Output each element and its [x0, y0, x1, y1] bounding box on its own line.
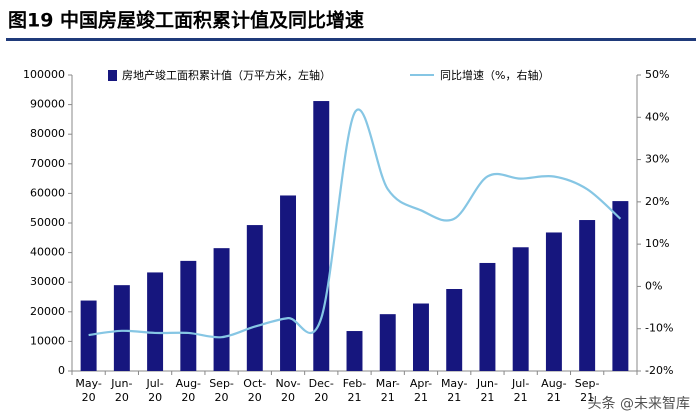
watermark: 头条 @未来智库	[588, 395, 690, 412]
bar	[113, 285, 130, 371]
y2-tick-label: -10%	[645, 322, 673, 335]
x-tick-label: Sep- 21	[574, 377, 600, 404]
y-tick-label: 90000	[30, 98, 65, 111]
legend-label: 同比增速（%，右轴）	[440, 68, 549, 82]
bar	[246, 225, 263, 371]
x-tick-label: Nov- 20	[275, 377, 301, 404]
bar	[379, 314, 396, 371]
y2-tick-label: 0%	[645, 279, 662, 292]
bar	[545, 232, 562, 371]
y-tick-label: 60000	[30, 186, 65, 199]
x-tick-label: Sep- 20	[209, 377, 234, 404]
x-tick-label: Aug- 20	[175, 377, 202, 404]
bar	[180, 260, 197, 371]
y-tick-label: 0	[58, 364, 65, 377]
line	[88, 108, 622, 339]
y2-tick-label: 20%	[645, 195, 669, 208]
y-tick-label: 30000	[30, 275, 65, 288]
bar	[479, 262, 496, 371]
x-tick-label: Jul- 21	[512, 377, 530, 404]
y2-tick-label: 40%	[645, 110, 669, 123]
bar	[412, 303, 429, 371]
bar	[579, 220, 596, 371]
x-tick-label: Feb- 21	[342, 377, 367, 404]
x-tick-label: Jul- 20	[146, 377, 164, 404]
x-tick-label: Jun- 21	[476, 377, 499, 404]
legend-label: 房地产竣工面积累计值（万平方米，左轴）	[122, 68, 331, 82]
x-tick-label: Jun- 20	[111, 377, 133, 404]
bar	[612, 201, 629, 371]
bar	[147, 272, 164, 371]
y2-tick-label: -20%	[645, 364, 673, 377]
bar	[280, 195, 297, 371]
bar	[80, 300, 97, 371]
y-tick-label: 100000	[23, 68, 65, 81]
y-tick-label: 20000	[30, 305, 65, 318]
chart-title: 图19 中国房屋竣工面积累计值及同比增速	[8, 9, 364, 32]
x-tick-label: May- 20	[75, 377, 102, 404]
x-tick-label: May- 21	[440, 377, 468, 404]
y-tick-label: 10000	[30, 334, 65, 347]
y2-tick-label: 10%	[645, 237, 669, 250]
y-tick-label: 40000	[30, 246, 65, 259]
bar	[346, 331, 363, 371]
y-tick-label: 50000	[30, 216, 65, 229]
y2-tick-label: 50%	[645, 68, 669, 81]
x-tick-label: Apr- 21	[409, 377, 433, 404]
x-tick-label: Oct- 20	[243, 377, 267, 404]
bar	[512, 247, 529, 371]
x-tick-label: Dec- 20	[308, 377, 334, 404]
y2-tick-label: 30%	[645, 153, 669, 166]
y-tick-label: 80000	[30, 127, 65, 140]
x-tick-label: Mar- 21	[375, 377, 400, 404]
title-rule	[6, 38, 696, 41]
y-tick-label: 70000	[30, 157, 65, 170]
bar	[213, 248, 230, 371]
bar	[446, 289, 463, 371]
legend-swatch	[108, 70, 117, 81]
x-tick-label: Aug- 21	[541, 377, 567, 404]
